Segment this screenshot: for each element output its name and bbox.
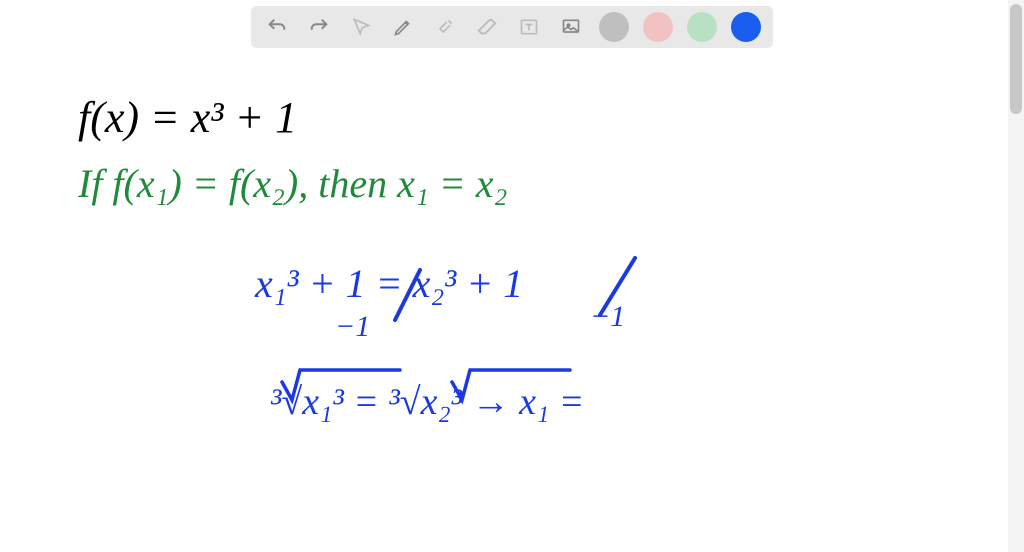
whiteboard-canvas[interactable]: f(x) = x³ + 1 If f(x₁) = f(x₂), then x₁ … <box>0 50 1008 552</box>
hand-line-3a: x₁³ + 1 = x₂³ + 1 <box>255 260 523 307</box>
pen-icon[interactable] <box>389 13 417 41</box>
redo-icon[interactable] <box>305 13 333 41</box>
cursor-icon[interactable] <box>347 13 375 41</box>
scrollbar-thumb[interactable] <box>1010 4 1022 114</box>
undo-icon[interactable] <box>263 13 291 41</box>
vertical-scrollbar[interactable] <box>1008 0 1024 552</box>
color-blue[interactable] <box>731 12 761 42</box>
color-green[interactable] <box>687 12 717 42</box>
tools-icon[interactable] <box>431 13 459 41</box>
color-pink[interactable] <box>643 12 673 42</box>
text-box-icon[interactable] <box>515 13 543 41</box>
color-gray[interactable] <box>599 12 629 42</box>
hand-line-3c: −1 <box>590 300 625 334</box>
hand-line-4: ³√x₁³ = ³√x₂³ → x₁ = <box>270 380 584 424</box>
hand-line-2: If f(x₁) = f(x₂), then x₁ = x₂ <box>78 160 507 207</box>
image-icon[interactable] <box>557 13 585 41</box>
hand-line-1: f(x) = x³ + 1 <box>78 92 297 143</box>
eraser-icon[interactable] <box>473 13 501 41</box>
hand-line-3b: −1 <box>335 310 370 344</box>
toolbar <box>251 6 773 48</box>
